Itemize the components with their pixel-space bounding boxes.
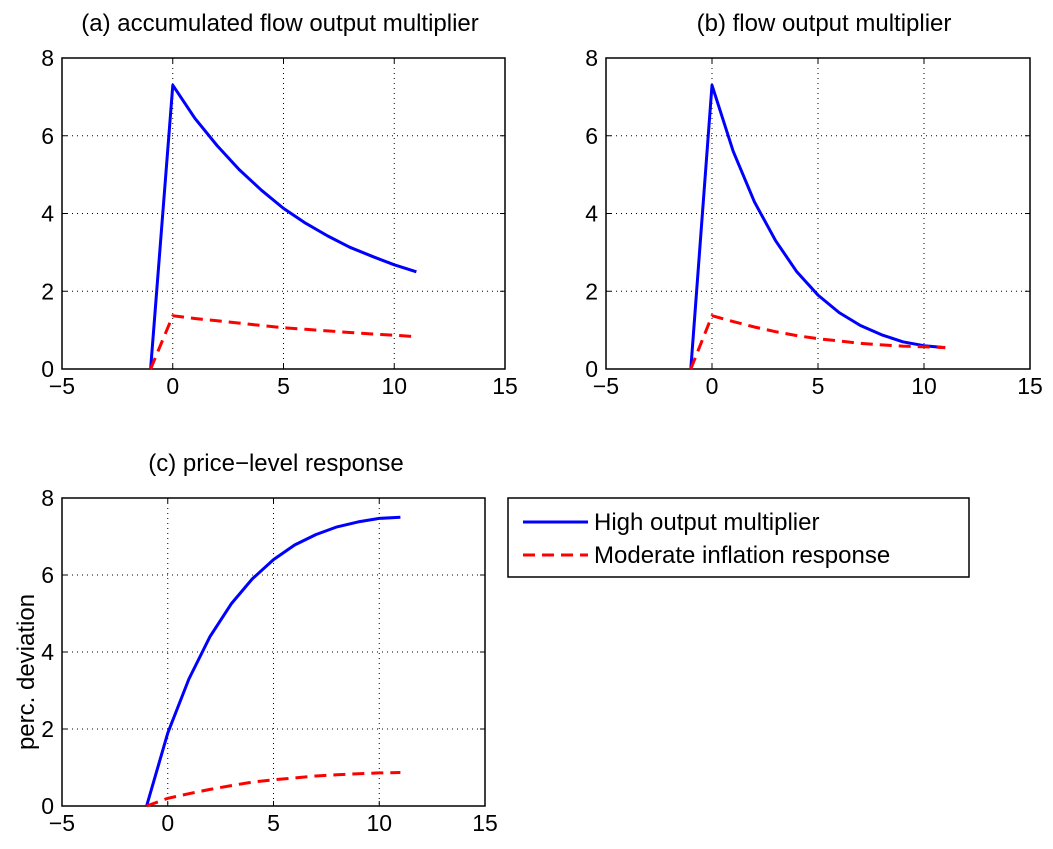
x-tick-label: 0 — [166, 373, 179, 399]
y-axis-label: perc. deviation — [13, 594, 40, 750]
x-tick-label: 15 — [492, 373, 518, 399]
x-tick-label: −5 — [49, 810, 75, 836]
y-tick-label: 4 — [41, 201, 54, 227]
x-tick-label: 5 — [277, 373, 290, 399]
series-line-moderate-inflation-response — [689, 314, 946, 370]
y-tick-label: 2 — [41, 716, 54, 742]
y-tick-label: 8 — [585, 45, 598, 71]
plot-frame — [61, 497, 486, 807]
y-tick-label: 0 — [41, 356, 54, 382]
chart-title: (a) accumulated flow output multiplier — [81, 10, 479, 37]
x-tick-label: 15 — [1017, 373, 1043, 399]
y-tick-label: 0 — [41, 793, 54, 819]
series-line-moderate-inflation-response — [149, 314, 417, 370]
plot-frame — [61, 57, 506, 370]
legend: High output multiplier Moderate inflation… — [507, 497, 970, 578]
series-line-high-output-multiplier — [145, 515, 401, 807]
y-tick-label: 6 — [41, 562, 54, 588]
y-tick-label: 0 — [585, 356, 598, 382]
series-line-high-output-multiplier — [149, 83, 417, 370]
y-tick-label: 8 — [41, 485, 54, 511]
x-tick-label: −5 — [593, 373, 619, 399]
x-tick-label: −5 — [49, 373, 75, 399]
x-tick-label: 0 — [161, 810, 174, 836]
x-tick-label: 5 — [267, 810, 280, 836]
x-tick-label: 10 — [381, 373, 407, 399]
series-line-moderate-inflation-response — [146, 771, 401, 808]
series-line-high-output-multiplier — [689, 83, 946, 370]
y-tick-label: 6 — [41, 123, 54, 149]
chart-title: (c) price−level response — [148, 450, 403, 477]
y-tick-label: 4 — [585, 201, 598, 227]
legend-label-1: High output multiplier — [594, 509, 819, 536]
legend-label-2: Moderate inflation response — [594, 542, 890, 569]
y-tick-label: 2 — [41, 278, 54, 304]
y-tick-label: 6 — [585, 123, 598, 149]
legend-box — [507, 497, 970, 578]
x-tick-label: 0 — [706, 373, 719, 399]
chart-title: (b) flow output multiplier — [697, 10, 952, 37]
plot-frame — [605, 57, 1031, 370]
y-tick-label: 4 — [41, 639, 54, 665]
x-tick-label: 10 — [366, 810, 392, 836]
y-tick-label: 8 — [41, 45, 54, 71]
x-tick-label: 15 — [472, 810, 498, 836]
x-tick-label: 5 — [812, 373, 825, 399]
x-tick-label: 10 — [911, 373, 937, 399]
y-tick-label: 2 — [585, 278, 598, 304]
